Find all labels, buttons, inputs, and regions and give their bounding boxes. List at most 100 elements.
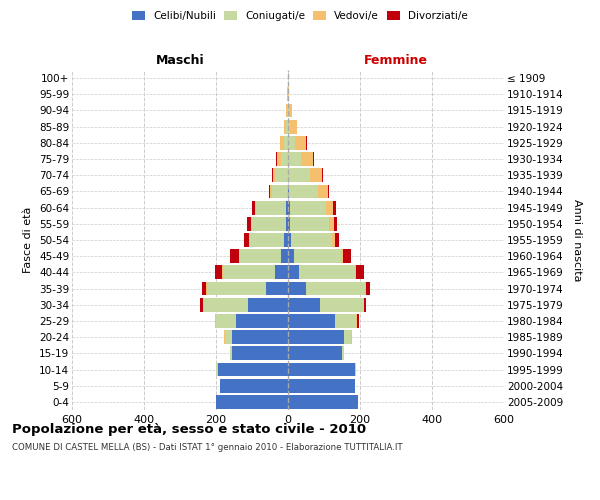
Bar [288,395,358,409]
Bar [288,184,289,198]
Bar [230,250,239,263]
Bar [250,233,284,247]
Bar [286,200,288,214]
Bar [215,314,216,328]
Bar [218,362,288,376]
Bar [275,168,288,182]
Bar [306,282,365,296]
Bar [288,330,344,344]
Bar [232,330,288,344]
Bar [280,136,284,149]
Bar [284,120,286,134]
Bar [252,217,286,230]
Bar [270,184,272,198]
Bar [295,136,306,149]
Bar [248,298,288,312]
Bar [344,330,351,344]
Bar [334,217,337,230]
Bar [275,266,288,280]
Bar [216,314,236,328]
Bar [288,379,355,392]
Bar [329,217,334,230]
Bar [288,298,320,312]
Bar [288,88,289,101]
Bar [341,250,343,263]
Bar [335,233,340,247]
Bar [335,314,356,328]
Bar [287,88,288,101]
Bar [232,346,288,360]
Bar [366,282,370,296]
Bar [200,298,203,312]
Bar [332,233,335,247]
Bar [288,266,299,280]
Bar [277,152,281,166]
Bar [286,104,287,118]
Bar [254,200,256,214]
Bar [236,314,288,328]
Bar [301,152,313,166]
Bar [286,217,288,230]
Legend: Celibi/Nubili, Coniugati/e, Vedovi/e, Divorziati/e: Celibi/Nubili, Coniugati/e, Vedovi/e, Di… [129,8,471,24]
Bar [266,282,288,296]
Text: COMUNE DI CASTEL MELLA (BS) - Dati ISTAT 1° gennaio 2010 - Elaborazione TUTTITAL: COMUNE DI CASTEL MELLA (BS) - Dati ISTAT… [12,442,403,452]
Bar [284,233,288,247]
Bar [343,250,351,263]
Bar [306,136,307,149]
Bar [295,250,341,263]
Bar [288,346,342,360]
Bar [288,152,301,166]
Y-axis label: Anni di nascita: Anni di nascita [572,198,582,281]
Bar [333,200,336,214]
Bar [290,200,326,214]
Bar [216,395,288,409]
Bar [230,346,232,360]
Bar [355,362,356,376]
Bar [355,266,356,280]
Y-axis label: Fasce di età: Fasce di età [23,207,34,273]
Bar [286,120,288,134]
Bar [289,184,317,198]
Bar [206,282,207,296]
Bar [291,233,332,247]
Bar [215,266,223,280]
Text: Popolazione per età, sesso e stato civile - 2010: Popolazione per età, sesso e stato civil… [12,422,366,436]
Bar [256,200,286,214]
Bar [281,250,288,263]
Bar [290,120,297,134]
Bar [288,282,306,296]
Bar [207,282,266,296]
Bar [288,136,295,149]
Bar [288,314,335,328]
Bar [289,104,292,118]
Bar [269,184,270,198]
Bar [342,346,344,360]
Bar [288,120,290,134]
Bar [225,330,232,344]
Bar [357,314,359,328]
Bar [310,168,322,182]
Bar [288,233,291,247]
Bar [272,168,275,182]
Bar [251,217,252,230]
Bar [287,104,288,118]
Bar [288,250,295,263]
Bar [288,200,290,214]
Bar [322,168,323,182]
Bar [356,266,364,280]
Bar [216,362,218,376]
Bar [224,330,225,344]
Bar [320,298,364,312]
Text: Maschi: Maschi [155,54,205,67]
Bar [203,298,248,312]
Bar [326,200,333,214]
Bar [223,266,275,280]
Bar [288,104,289,118]
Bar [313,152,314,166]
Bar [351,330,352,344]
Bar [272,184,288,198]
Bar [356,314,357,328]
Bar [288,362,355,376]
Bar [239,250,281,263]
Bar [328,184,329,198]
